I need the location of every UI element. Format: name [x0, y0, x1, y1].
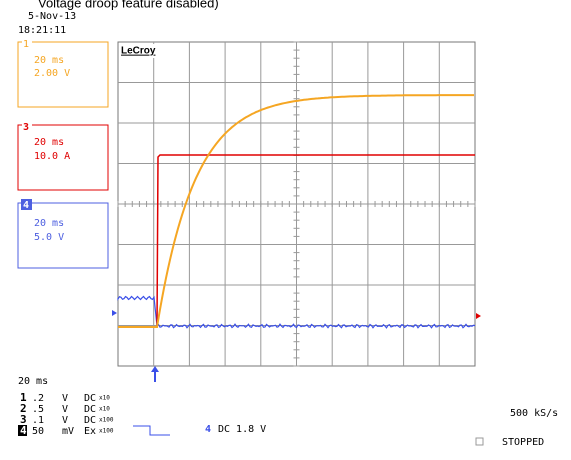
channel-number: 1 [20, 391, 27, 404]
channel-scale: 10.0 A [34, 151, 70, 162]
channel-number: 3 [20, 413, 27, 426]
status: STOPPED [502, 437, 544, 448]
time: 18:21:11 [18, 25, 66, 36]
coupling: DC [84, 415, 96, 426]
probe: x100 [99, 417, 114, 424]
scale: .5 [32, 404, 44, 415]
trigger-setting: DC 1.8 V [218, 424, 266, 435]
trigger-channel: 4 [205, 424, 211, 435]
channel-scale: 2.00 V [34, 68, 70, 79]
channel-1-trace [118, 94, 474, 328]
unit: V [62, 404, 68, 415]
trigger-slope-icon [133, 425, 170, 436]
channel-number: 4 [23, 200, 29, 211]
coupling: DC [84, 393, 96, 404]
probe: x10 [99, 395, 110, 402]
channel-1-box: 1 20 ms 2.00 V [17, 38, 109, 108]
scale: 50 [32, 426, 44, 437]
coupling: Ex [84, 426, 96, 437]
channel-3-box: 3 20 ms 10.0 A [17, 121, 109, 191]
channel-badge [18, 425, 27, 436]
channel-number: 3 [23, 122, 29, 133]
channel-timebase: 20 ms [34, 137, 64, 148]
unit: mV [62, 426, 74, 437]
scale: .1 [32, 415, 44, 426]
trigger-marker [151, 366, 159, 382]
unit: V [62, 415, 68, 426]
caption: Voltage droop feature disabled) [38, 0, 219, 10]
channel-4-trace [117, 295, 476, 329]
coupling: DC [84, 404, 96, 415]
channel-scale: 5.0 V [34, 232, 64, 243]
channel-number: 2 [20, 402, 27, 415]
unit: V [62, 393, 68, 404]
brand: LeCroy [121, 46, 156, 57]
channel-number: 4 [20, 424, 27, 437]
graticule [117, 41, 476, 367]
sample-rate: 500 kS/s [510, 408, 558, 419]
status-box [475, 437, 484, 446]
date: 5-Nov-13 [28, 11, 76, 22]
probe: x100 [99, 428, 114, 435]
timebase: 20 ms [18, 376, 48, 387]
offset-marker [476, 313, 481, 319]
channel-4-box: 4 20 ms 5.0 V [17, 199, 109, 269]
probe: x10 [99, 406, 110, 413]
channel-number: 1 [23, 39, 29, 50]
channel-timebase: 20 ms [34, 218, 64, 229]
scale: .2 [32, 393, 44, 404]
offset-marker [112, 310, 117, 316]
channel-timebase: 20 ms [34, 55, 64, 66]
